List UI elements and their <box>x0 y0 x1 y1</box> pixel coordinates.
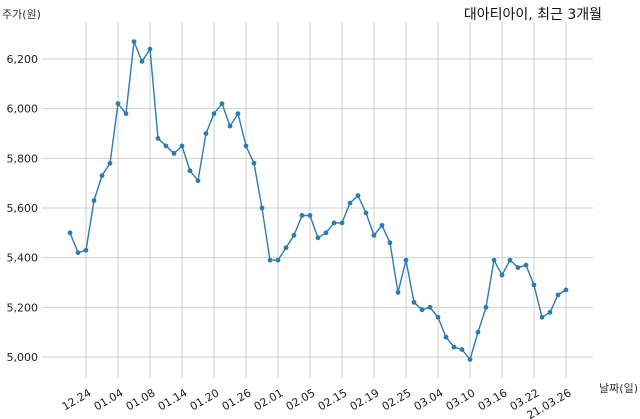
x-tick-label: 02.01 <box>252 386 286 413</box>
data-point <box>259 205 265 211</box>
data-point <box>171 150 177 156</box>
data-point <box>299 213 305 218</box>
data-point <box>323 230 329 236</box>
data-point <box>475 329 481 335</box>
y-tick-label: 6,000 <box>7 103 39 116</box>
data-point <box>131 39 137 45</box>
x-tick-label: 01.04 <box>92 386 126 413</box>
x-tick-label: 03.16 <box>476 386 510 413</box>
data-point <box>291 232 297 238</box>
x-tick-labels: 12.2401.0401.0801.1401.2001.2602.0102.05… <box>60 386 574 419</box>
data-point <box>307 213 313 218</box>
data-point <box>491 257 497 263</box>
data-point <box>403 257 409 263</box>
data-point <box>267 257 273 263</box>
data-point <box>179 143 185 149</box>
y-tick-label: 5,000 <box>7 351 39 364</box>
data-point <box>555 292 561 298</box>
data-point <box>459 347 465 352</box>
data-point <box>219 101 225 107</box>
y-tick-label: 6,200 <box>7 53 39 66</box>
x-tick-label: 02.25 <box>380 386 414 413</box>
data-point <box>507 257 513 263</box>
data-point <box>411 299 417 305</box>
data-point <box>435 314 441 320</box>
data-point <box>563 287 569 293</box>
data-point <box>283 245 289 251</box>
x-tick-label: 01.08 <box>124 386 158 413</box>
data-point <box>99 173 105 179</box>
data-point <box>91 198 97 203</box>
y-tick-label: 5,800 <box>7 152 39 165</box>
y-tick-labels: 5,000 5,200 5,400 5,600 5,800 6,000 6,200 <box>7 53 39 364</box>
series-line <box>69 41 567 361</box>
data-point <box>75 250 81 256</box>
data-point <box>315 235 321 241</box>
data-point <box>443 334 449 340</box>
data-point <box>227 123 233 129</box>
data-point <box>107 160 113 166</box>
data-point <box>371 232 377 238</box>
x-tick-label: 01.26 <box>220 386 254 413</box>
x-axis-label: 날짜(일) <box>599 382 638 395</box>
data-points <box>67 39 569 362</box>
data-point <box>547 309 553 315</box>
data-point <box>203 131 209 136</box>
data-point <box>235 111 241 117</box>
y-tick-label: 5,600 <box>7 202 39 215</box>
data-point <box>523 262 529 268</box>
x-tick-label: 03.04 <box>412 386 446 413</box>
x-tick-label: 03.10 <box>444 386 478 413</box>
series-line-path <box>69 41 567 361</box>
data-point <box>483 304 489 310</box>
x-tick-label: 12.24 <box>60 386 94 413</box>
y-tick-label: 5,200 <box>7 301 39 314</box>
data-point <box>251 160 257 166</box>
data-point <box>347 200 353 206</box>
x-tick-label: 01.14 <box>156 386 190 413</box>
data-point <box>419 307 425 313</box>
data-point <box>67 230 73 236</box>
x-tick-label: 02.15 <box>316 386 350 413</box>
data-point <box>395 290 401 295</box>
data-point <box>539 314 545 320</box>
data-point <box>387 240 393 246</box>
data-point <box>139 59 145 64</box>
data-point <box>339 220 345 226</box>
data-point <box>451 344 457 350</box>
x-tick-label: 01.20 <box>188 386 222 413</box>
data-point <box>363 210 369 216</box>
data-point <box>379 222 385 228</box>
data-point <box>275 257 281 263</box>
data-point <box>155 136 161 141</box>
data-point <box>211 111 217 117</box>
data-point <box>427 304 433 310</box>
data-point <box>515 265 521 270</box>
data-point <box>163 143 169 149</box>
data-point <box>147 46 153 52</box>
data-point <box>115 101 121 107</box>
data-point <box>467 357 473 362</box>
data-point <box>499 272 505 278</box>
grid-lines <box>42 22 593 378</box>
data-point <box>187 168 193 174</box>
chart-title: 대아티아이, 최근 3개월 <box>463 7 602 23</box>
y-axis-label: 주가(원) <box>2 8 41 21</box>
data-point <box>195 178 201 184</box>
x-tick-label: 02.05 <box>284 386 318 413</box>
data-point <box>83 247 89 253</box>
y-tick-label: 5,400 <box>7 252 39 265</box>
data-point <box>123 111 129 117</box>
data-point <box>331 220 337 226</box>
data-point <box>531 282 537 288</box>
data-point <box>243 143 249 149</box>
x-tick-label: 02.19 <box>348 386 382 413</box>
data-point <box>355 193 361 198</box>
